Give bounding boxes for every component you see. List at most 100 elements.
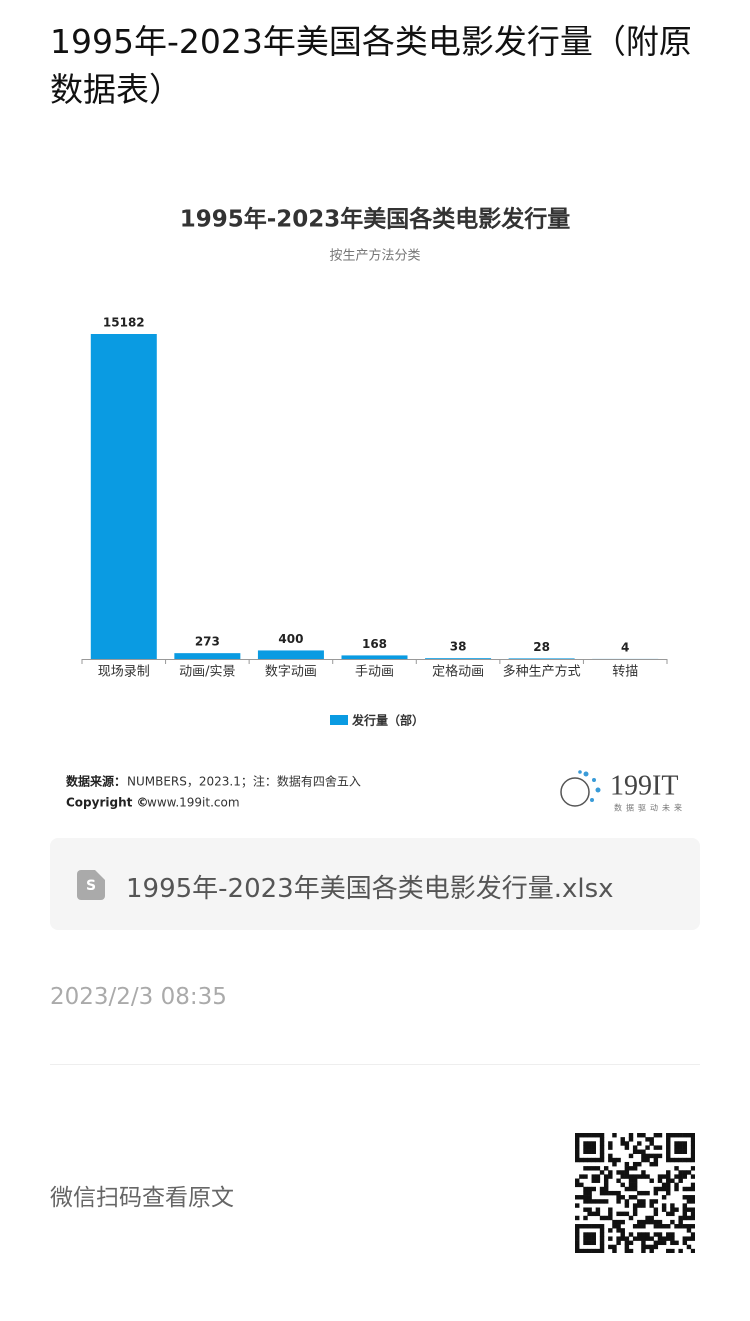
divider: [50, 1064, 700, 1065]
qr-module: [632, 1145, 638, 1150]
qr-module: [670, 1232, 675, 1237]
qr-module: [637, 1199, 642, 1204]
qr-module: [628, 1182, 634, 1188]
x-tick-label: 手动画: [355, 665, 394, 680]
qr-module: [579, 1224, 584, 1229]
qr-module: [637, 1236, 642, 1241]
qr-module: [637, 1133, 642, 1138]
qr-module: [661, 1195, 667, 1200]
qr-module: [628, 1153, 634, 1159]
qr-module: [612, 1248, 617, 1253]
qr-module: [686, 1170, 692, 1175]
qr-module: [583, 1157, 588, 1163]
value-label: 28: [533, 640, 550, 654]
qr-module: [575, 1240, 580, 1246]
qr-module: [620, 1174, 625, 1179]
qr-module: [690, 1199, 695, 1204]
qr-module: [690, 1232, 695, 1237]
qr-module: [657, 1133, 663, 1138]
logo-mark: [560, 770, 601, 807]
qr-module: [653, 1232, 659, 1237]
qr-module: [645, 1232, 650, 1237]
qr-module: [608, 1145, 613, 1150]
qr-module: [624, 1161, 630, 1167]
qr-module: [653, 1161, 659, 1167]
qr-module: [661, 1240, 667, 1246]
qr-module: [682, 1236, 688, 1241]
publish-date: 2023/2/3 08:35: [50, 984, 227, 1010]
qr-module: [587, 1166, 592, 1171]
qr-module: [682, 1211, 688, 1217]
qr-module: [645, 1174, 650, 1179]
qr-module: [678, 1178, 683, 1183]
qr-module: [595, 1207, 601, 1212]
qr-module: [608, 1170, 613, 1175]
qr-module: [645, 1157, 650, 1163]
qr-module: [690, 1174, 695, 1179]
qr-module: [690, 1149, 695, 1154]
qr-module: [583, 1149, 588, 1154]
qr-module: [678, 1145, 683, 1150]
qr-module: [674, 1224, 679, 1229]
qr-module: [666, 1211, 671, 1217]
qr-module: [674, 1149, 679, 1154]
qr-module: [674, 1141, 679, 1146]
qr-module: [657, 1186, 663, 1192]
qr-module: [603, 1178, 609, 1183]
qr-module: [657, 1232, 663, 1237]
attachment[interactable]: S 1995年-2023年美国各类电影发行量.xlsx: [50, 838, 700, 930]
qr-module: [661, 1236, 667, 1241]
qr-module: [678, 1215, 683, 1221]
qr-module: [575, 1232, 580, 1237]
qr-module: [657, 1236, 663, 1241]
svg-text:S: S: [86, 878, 96, 894]
qr-module: [603, 1199, 609, 1204]
qr-module: [624, 1244, 630, 1250]
qr-module: [653, 1133, 659, 1138]
logo: 199IT: [610, 770, 678, 801]
qr-module: [637, 1141, 642, 1146]
qr-module: [624, 1199, 630, 1204]
qr-module: [690, 1195, 695, 1200]
qr-module: [674, 1186, 679, 1192]
qr-module: [690, 1166, 695, 1171]
qr-module: [595, 1157, 601, 1163]
qr-module: [661, 1186, 667, 1192]
qr-module: [612, 1161, 617, 1167]
qr-module: [637, 1161, 642, 1167]
qr-module: [674, 1157, 679, 1163]
qr-module: [632, 1195, 638, 1200]
qr-module: [575, 1248, 580, 1253]
qr-module: [591, 1178, 596, 1183]
qr-module: [666, 1182, 671, 1188]
qr-module: [632, 1203, 638, 1208]
qr-module: [666, 1137, 671, 1142]
qr-module: [616, 1228, 621, 1233]
qr-module: [678, 1157, 683, 1163]
qr-module: [599, 1137, 605, 1142]
qr-module: [653, 1244, 659, 1250]
x-tick-label: 动画/实景: [179, 665, 235, 680]
qr-module: [608, 1141, 613, 1146]
qr-module: [599, 1244, 605, 1250]
qr-module: [628, 1178, 634, 1183]
qr-module: [666, 1224, 671, 1229]
qr-module: [616, 1178, 621, 1183]
qr-module: [641, 1170, 646, 1175]
qr-module: [632, 1178, 638, 1183]
qr-module: [595, 1133, 601, 1138]
qr-module: [666, 1153, 671, 1159]
qr-module: [628, 1186, 634, 1192]
qr-module: [595, 1199, 601, 1204]
qr-module: [632, 1182, 638, 1188]
qr-module: [674, 1133, 679, 1138]
qr-module: [690, 1145, 695, 1150]
qr-module: [603, 1182, 609, 1188]
qr-module: [608, 1153, 613, 1159]
qr-module: [661, 1182, 667, 1188]
qr-module: [690, 1211, 695, 1217]
qr-module: [641, 1190, 646, 1196]
qr-module: [657, 1219, 663, 1225]
qr-module: [682, 1240, 688, 1246]
qr-module: [599, 1170, 605, 1175]
